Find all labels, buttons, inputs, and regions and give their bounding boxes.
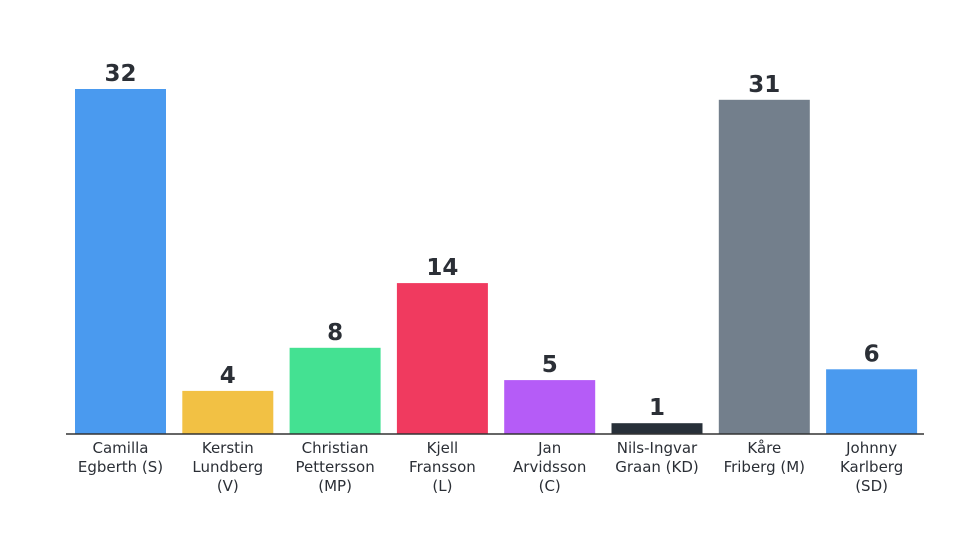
x-tick-label-line: Jan — [537, 439, 561, 457]
x-tick-label-line: Nils-Ingvar — [617, 439, 698, 457]
bar-value-label: 32 — [104, 61, 136, 87]
x-tick-label-line: Graan (KD) — [615, 458, 699, 476]
bar-value-label: 6 — [864, 341, 880, 367]
bar — [396, 283, 488, 434]
x-tick-label-line: Camilla — [93, 439, 149, 457]
x-tick-label-line: Kåre — [747, 439, 781, 457]
value-labels-group: 32 4 8 14 5 1 31 6 — [104, 61, 879, 421]
x-tick-label: Christian Pettersson (MP) — [295, 439, 374, 495]
x-tick-label: Kerstin Lundberg (V) — [192, 439, 263, 495]
x-tick-label-line: (SD) — [855, 477, 888, 495]
bar-value-label: 4 — [220, 363, 236, 389]
x-tick-label-line: Christian — [302, 439, 369, 457]
x-tick-label: Jan Arvidsson (C) — [513, 439, 586, 495]
x-tick-label: Camilla Egberth (S) — [78, 439, 163, 476]
bar-value-label: 1 — [649, 395, 665, 421]
bar — [182, 390, 274, 434]
bar-value-label: 8 — [327, 320, 343, 346]
x-tick-label-line: (V) — [217, 477, 239, 495]
x-tick-label-line: Lundberg — [192, 458, 263, 476]
x-tick-label-line: Karlberg — [840, 458, 903, 476]
x-tick-label-line: Kjell — [427, 439, 459, 457]
bar-value-label: 31 — [748, 72, 780, 98]
x-tick-label-line: Kerstin — [202, 439, 254, 457]
bar — [504, 380, 596, 434]
bar — [718, 99, 810, 435]
x-tick-label-line: Egberth (S) — [78, 458, 163, 476]
x-tick-label-line: (MP) — [318, 477, 352, 495]
bar-value-label: 14 — [426, 255, 458, 281]
x-tick-label-line: Johnny — [845, 439, 897, 457]
bar — [826, 369, 918, 434]
bars-group — [75, 89, 918, 435]
x-tick-label: Johnny Karlberg (SD) — [840, 439, 903, 495]
bar — [289, 347, 381, 435]
category-labels-group: Camilla Egberth (S) Kerstin Lundberg (V) Chri… — [78, 439, 903, 495]
x-tick-label-line: Arvidsson — [513, 458, 586, 476]
x-tick-label-line: (L) — [432, 477, 452, 495]
x-tick-label-line: Friberg (M) — [724, 458, 805, 476]
x-tick-label: Kåre Friberg (M) — [724, 439, 805, 476]
x-tick-label: Nils-Ingvar Graan (KD) — [615, 439, 699, 476]
x-tick-label-line: Fransson — [409, 458, 476, 476]
x-tick-label-line: Pettersson — [295, 458, 374, 476]
bar — [75, 89, 166, 434]
bar — [611, 423, 703, 434]
x-tick-label-line: (C) — [539, 477, 561, 495]
bar-value-label: 5 — [542, 352, 558, 378]
x-tick-label: Kjell Fransson (L) — [409, 439, 476, 495]
